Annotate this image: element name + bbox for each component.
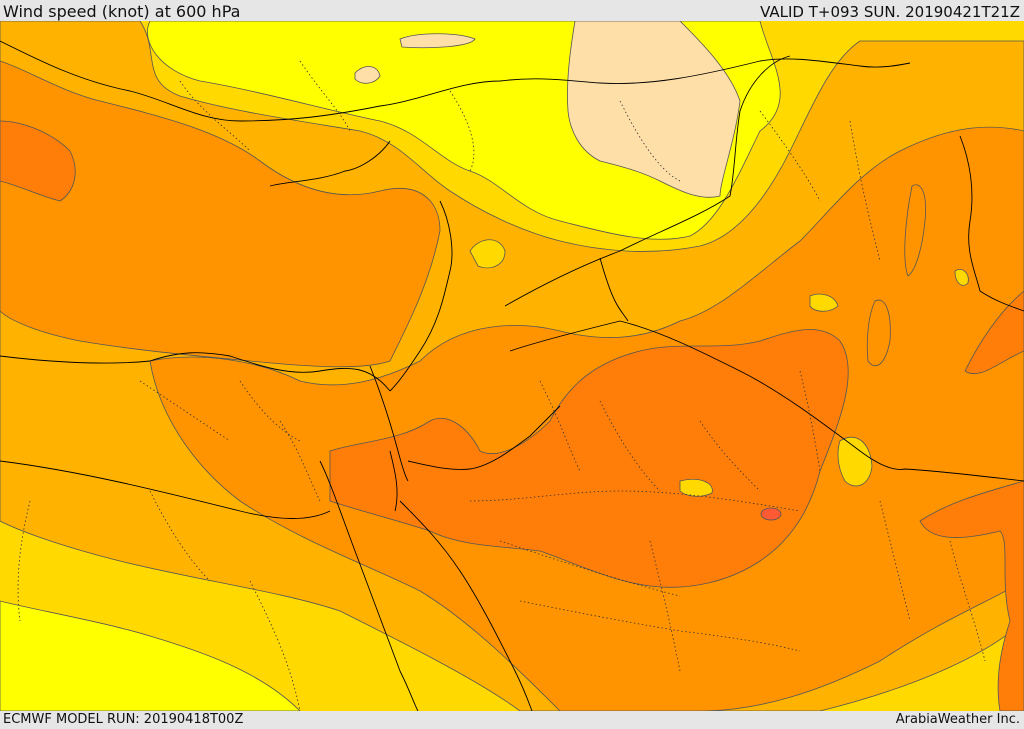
band-peach-small	[399, 33, 476, 49]
border-iraq-saudi	[509, 320, 1024, 482]
coastline-egypt	[0, 352, 391, 392]
streak-east-2	[866, 299, 891, 367]
border-egypt-sudan	[0, 460, 331, 519]
border-syria-iraq	[504, 55, 791, 307]
band-peach-small-2	[354, 66, 381, 84]
model-run-label: ECMWF MODEL RUN: 20190418T00Z	[3, 712, 244, 727]
internal-boundaries	[17, 60, 986, 711]
coastline-cyprus	[269, 140, 391, 187]
border-egypt-east	[369, 365, 409, 482]
band-orange-3-core	[329, 329, 849, 588]
borders	[0, 40, 1024, 711]
footer-bar: ECMWF MODEL RUN: 20190418T00Z ArabiaWeat…	[0, 711, 1024, 729]
valid-time: VALID T+093 SUN. 20190421T21Z	[760, 3, 1020, 21]
band-yellow-southwest	[0, 600, 301, 711]
patch-yellow-4	[809, 293, 839, 312]
streak-east-1	[904, 184, 927, 277]
patch-max	[760, 507, 782, 521]
border-jordan	[599, 257, 629, 322]
patch-yellow-2	[469, 239, 506, 269]
band-peach	[567, 21, 741, 198]
band-orange-3-east	[964, 290, 1024, 375]
patch-yellow-5	[954, 268, 969, 286]
credit-label: ArabiaWeather Inc.	[895, 712, 1020, 727]
map-title: Wind speed (knot) at 600 hPa	[3, 2, 241, 21]
coastline-redsea-east	[399, 500, 533, 711]
band-orange-3-west	[0, 120, 76, 202]
band-orange-2-west	[0, 60, 441, 368]
patch-yellow-3	[679, 478, 713, 497]
wind-speed-map-svg	[0, 21, 1024, 711]
coastline-redsea	[319, 460, 419, 711]
coastline-turkey	[0, 40, 911, 122]
border-iran	[959, 135, 1024, 312]
weather-map[interactable]	[0, 21, 1024, 711]
border-saudi-north	[407, 405, 561, 470]
patch-yellow-1	[837, 436, 873, 487]
header-bar: Wind speed (knot) at 600 hPa VALID T+093…	[0, 0, 1024, 21]
band-orange-3-southeast	[919, 480, 1024, 711]
border-sinai	[389, 450, 398, 512]
coastline-levant	[389, 200, 453, 392]
